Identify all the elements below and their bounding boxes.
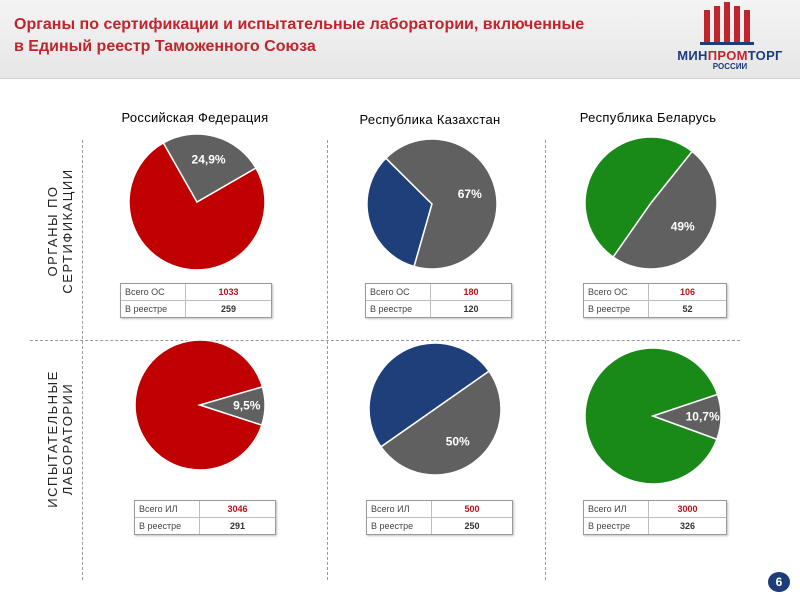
pie-ru-certification: 24,9% [128,133,266,271]
row-label-certification-line2: СЕРТИФИКАЦИИ [60,168,75,294]
stat-total-value: 1033 [218,287,239,297]
stat-registry-label: В реестре [366,301,431,317]
title-line-1: Органы по сертификации и испытательные л… [14,16,585,33]
stat-total-label: Всего ИЛ [135,501,200,517]
stat-row-registry: В реестре 120 [366,300,511,317]
stat-registry-label: В реестре [121,301,186,317]
stat-total-label: Всего ИЛ [367,501,432,517]
country-header-ru: Российская Федерация [121,110,269,125]
stat-row-total: Всего ИЛ 3000 [584,501,726,517]
pie-by-certification: 49% [584,136,718,270]
stat-total-label: Всего ОС [584,284,649,300]
stat-row-total: Всего ИЛ 3046 [135,501,275,517]
stat-row-total: Всего ИЛ 500 [367,501,512,517]
stat-registry-label: В реестре [135,518,200,534]
pie-slice-label: 10,7% [686,410,720,424]
row-label-labs-line1: ИСПЫТАТЕЛЬНЫЕ [45,370,60,508]
pie-slice-1 [197,385,266,427]
country-header-by: Республика Беларусь [579,110,717,125]
row-label-labs: ИСПЫТАТЕЛЬНЫЕ ЛАБОРАТОРИИ [45,354,75,524]
row-label-certification-line1: ОРГАНЫ ПО [45,185,60,277]
stat-table-by-labs: Всего ИЛ 3000 В реестре 326 [583,500,727,535]
pie-slice-0 [366,157,433,268]
header-bar: Органы по сертификации и испытательные л… [0,0,800,79]
minpromtorg-logo: МИНПРОМТОРГ РОССИИ [660,2,800,74]
pie-slice-1 [379,370,502,476]
stat-table-kz-certification: Всего ОС 180 В реестре 120 [365,283,512,318]
stat-total-value: 106 [679,287,696,297]
stat-registry-label: В реестре [367,518,432,534]
stat-total-label: Всего ОС [366,284,431,300]
pie-kz-labs: 50% [368,342,502,476]
stat-table-ru-labs: Всего ИЛ 3046 В реестре 291 [134,500,276,535]
stat-total-label: Всего ОС [121,284,186,300]
logo-wordmark: МИНПРОМТОРГ [660,48,800,63]
pie-slice-label: 50% [446,434,470,448]
pie-slice-label: 67% [458,187,482,201]
stat-table-kz-labs: Всего ИЛ 500 В реестре 250 [366,500,513,535]
stat-registry-value: 52 [682,304,693,314]
pie-slice-1 [612,150,718,270]
stat-row-registry: В реестре 250 [367,517,512,534]
stat-total-value: 3046 [227,504,248,514]
divider-middle-1 [327,140,328,580]
pie-slice-label: 9,5% [233,399,261,413]
logo-part-3: ТОРГ [747,48,783,63]
pie-slice-1 [162,133,257,204]
title-line-2: в Единый реестр Таможенного Союза [14,38,316,55]
building-emblem-icon [700,2,754,45]
stat-total-value: 3000 [677,504,698,514]
pie-slice-label: 49% [671,220,695,234]
stat-registry-label: В реестре [584,301,649,317]
stat-table-ru-certification: Всего ОС 1033 В реестре 259 [120,283,272,318]
logo-part-1: МИН [677,48,708,63]
stat-table-by-certification: Всего ОС 106 В реестре 52 [583,283,727,318]
pie-slice-0 [584,136,694,259]
page-title: Органы по сертификации и испытательные л… [14,14,654,58]
stat-total-label: Всего ИЛ [584,501,649,517]
logo-subtitle: РОССИИ [712,62,748,71]
pie-ru-labs: 9,5% [134,339,266,471]
divider-middle-2 [545,140,546,580]
stat-row-registry: В реестре 259 [121,300,271,317]
pie-slice-0 [128,141,266,271]
stat-row-registry: В реестре 326 [584,517,726,534]
stat-row-total: Всего ОС 106 [584,284,726,300]
stat-row-total: Всего ОС 180 [366,284,511,300]
pie-slice-1 [650,393,722,441]
stat-registry-label: В реестре [584,518,649,534]
stat-total-value: 180 [463,287,479,297]
stat-total-value: 500 [464,504,480,514]
row-label-labs-line2: ЛАБОРАТОРИИ [60,382,75,496]
stat-registry-value: 120 [463,304,479,314]
pie-slice-label: 24,9% [192,152,226,166]
pie-by-labs: 10,7% [584,347,722,485]
divider-horizontal [30,340,740,341]
stat-row-total: Всего ОС 1033 [121,284,271,300]
pie-slice-0 [368,342,491,448]
stat-registry-value: 291 [229,521,246,531]
stat-registry-value: 250 [464,521,480,531]
page-number-badge: 6 [768,572,790,592]
stat-row-registry: В реестре 52 [584,300,726,317]
row-label-certification: ОРГАНЫ ПО СЕРТИФИКАЦИИ [45,146,75,316]
stat-registry-value: 259 [220,304,237,314]
stat-row-registry: В реестре 291 [135,517,275,534]
divider-left [82,140,83,580]
logo-part-2: ПРОМ [707,48,748,63]
pie-kz-certification: 67% [366,138,498,270]
stat-registry-value: 326 [679,521,696,531]
pie-slice-1 [384,138,498,270]
country-header-kz: Республика Казахстан [359,112,501,127]
